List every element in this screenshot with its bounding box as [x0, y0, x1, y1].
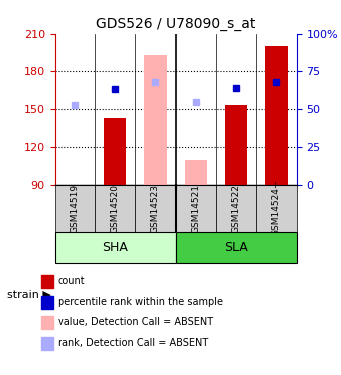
Text: percentile rank within the sample: percentile rank within the sample	[58, 297, 223, 307]
Text: GSM14523: GSM14523	[151, 184, 160, 233]
Text: GSM14524+: GSM14524+	[272, 180, 281, 237]
Bar	[95, 184, 135, 232]
Bar	[256, 184, 297, 232]
Text: value, Detection Call = ABSENT: value, Detection Call = ABSENT	[58, 318, 213, 327]
Bar	[185, 159, 207, 184]
Bar	[225, 105, 247, 184]
Text: rank, Detection Call = ABSENT: rank, Detection Call = ABSENT	[58, 338, 208, 348]
Text: GSM14521: GSM14521	[191, 184, 200, 233]
Bar	[144, 55, 166, 184]
Bar	[216, 184, 256, 232]
Bar	[265, 46, 287, 184]
Text: SHA: SHA	[102, 241, 128, 254]
Bar	[176, 232, 297, 262]
Text: GSM14519: GSM14519	[70, 184, 79, 233]
Bar	[104, 118, 126, 184]
Text: count: count	[58, 276, 86, 286]
Title: GDS526 / U78090_s_at: GDS526 / U78090_s_at	[96, 17, 255, 32]
Bar	[135, 184, 176, 232]
Bar	[55, 232, 176, 262]
Text: SLA: SLA	[224, 241, 248, 254]
Text: strain ▶: strain ▶	[7, 290, 51, 299]
Text: GSM14522: GSM14522	[232, 184, 241, 233]
Bar	[176, 184, 216, 232]
Text: GSM14520: GSM14520	[110, 184, 120, 233]
Bar	[55, 184, 95, 232]
